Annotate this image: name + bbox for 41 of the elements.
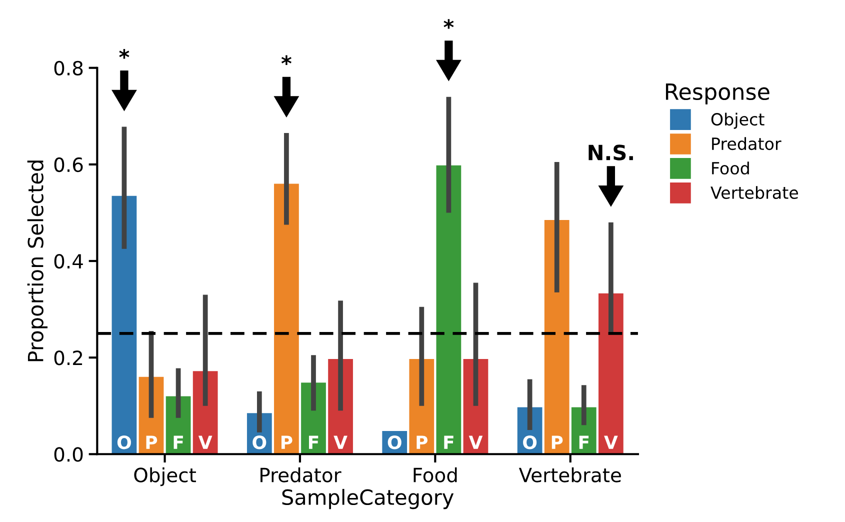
data-label: O (523, 436, 537, 450)
data-label: V (334, 436, 348, 449)
data-label: F (308, 436, 318, 449)
data-label: F (444, 436, 454, 449)
data-label: O (117, 436, 131, 450)
x-tick-label: Vertebrate (518, 467, 621, 482)
bar (598, 293, 624, 454)
y-tick-label: 0.0 (54, 447, 83, 462)
y-axis-title: Proportion Selected (27, 160, 48, 362)
bar (112, 196, 137, 454)
data-label: O (252, 436, 266, 450)
legend-label: Object (711, 112, 764, 129)
text: * (119, 49, 130, 59)
data-label: V (604, 436, 618, 449)
data-label: V (468, 436, 483, 449)
data-label: F (174, 436, 183, 449)
x-tick-label: Food (414, 467, 457, 482)
y-tick-label: 0.2 (54, 350, 82, 366)
x-tick-label: Object (134, 467, 196, 486)
y-tick-label: 0.6 (54, 157, 83, 172)
legend-label: Vertebrate (710, 186, 798, 199)
data-label: V (198, 436, 212, 449)
annotation: N.S. (588, 144, 633, 160)
legend-label: Food (712, 162, 749, 175)
data-label: P (281, 436, 292, 449)
y-tick-label: 0.4 (54, 254, 83, 269)
legend-label: Predator (712, 137, 782, 150)
text: * (444, 19, 454, 29)
x-axis-title: SampleCategory (282, 488, 454, 510)
bar (544, 220, 570, 454)
data-label: F (579, 436, 589, 449)
bar (274, 184, 299, 454)
bar (436, 165, 462, 454)
data-label: P (416, 436, 428, 449)
x-tick-label: Predator (260, 467, 342, 482)
data-label: P (146, 436, 158, 449)
legend-title: Response (666, 84, 770, 104)
y-tick-label: 0.8 (54, 60, 83, 76)
data-label: P (552, 436, 563, 449)
text: * (281, 55, 292, 65)
data-label: O (388, 436, 402, 450)
